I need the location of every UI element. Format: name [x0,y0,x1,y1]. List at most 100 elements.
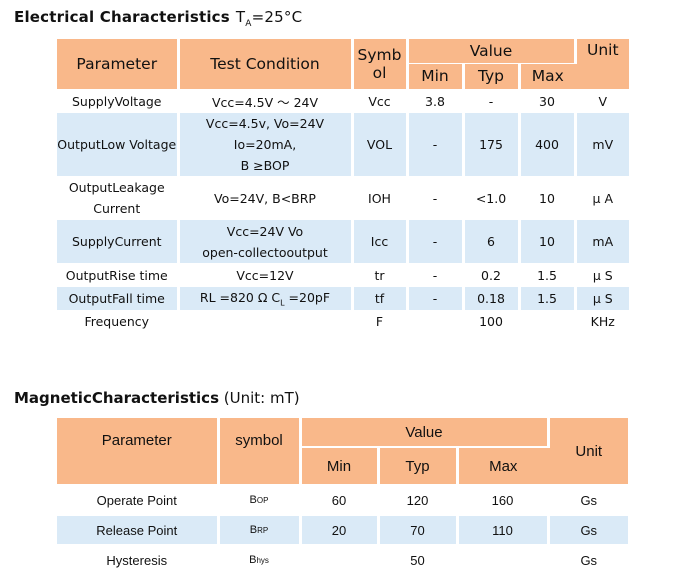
table-row: OutputRise time Vcc=12V tr - 0.2 1.5 μ S [57,263,630,287]
min-cell: - [407,286,465,311]
electrical-title-text: Electrical Characteristics [14,8,230,26]
parameter-cell: OutputLow Voltage [57,112,180,177]
max-cell: 10 [519,219,577,264]
table-header-row: Parameter Test Condition Symb ol Value Un… [57,39,630,90]
unit-cell: mV [575,112,630,177]
table-subheader-row: Min Typ Max [57,447,628,486]
unit-cell: μ S [575,263,630,287]
parameter-cell: Frequency [57,310,180,333]
header-unit: Unit [548,418,628,486]
header-max: Max [519,63,576,91]
table-header-row: Parameter symbol Value Unit [57,418,628,486]
max-cell: 1.5 [519,286,577,311]
parameter-cell: Release Point [57,515,220,546]
parameter-cell: SupplyCurrent [57,219,180,264]
unit-cell: μ A [575,176,630,220]
unit-cell: Gs [548,545,628,576]
condition-cell: Vo=24V, B<BRP [178,176,354,220]
min-cell [300,545,380,576]
magnetic-characteristics-table: Parameter symbol Value Unit Min Typ Max … [57,418,628,576]
typ-cell: 0.18 [463,286,521,311]
max-cell: 1.5 [519,263,577,287]
condition-cell: RL =820 Ω CL =20pF [178,286,354,311]
header-value: Value [407,39,577,64]
unit-cell: Gs [548,485,628,516]
unit-cell: mA [575,219,630,264]
table-row: OutputLeakage Current Vo=24V, B<BRP IOH -… [57,176,630,220]
max-cell: 10 [519,176,577,220]
min-cell: - [407,176,465,220]
condition-cell: Vcc=12V [178,263,354,287]
typ-cell: 50 [378,545,459,576]
unit-cell: KHz [575,310,630,333]
max-cell [457,545,550,576]
typ-cell: 100 [463,310,521,333]
symbol-cell: VOL [352,112,409,177]
max-cell [519,310,577,333]
table-row: Hysteresis Bhys 50 Gs [57,545,628,576]
condition-cell: Vcc=4.5v, Vo=24V Io=20mA, B ≥BOP [178,112,354,177]
table-row: OutputLow Voltage Vcc=4.5v, Vo=24V Io=20m… [57,112,630,177]
parameter-cell: OutputRise time [57,263,180,287]
min-cell [407,310,465,333]
magnetic-unit-note: (Unit: mT) [219,389,300,407]
typ-cell: <1.0 [463,176,521,220]
header-typ: Typ [378,447,459,486]
condition-cell: Vcc=4.5V ～ 24V [178,89,354,113]
table-row: Operate Point BOP 60 120 160 Gs [57,485,628,516]
symbol-cell: F [352,310,409,333]
header-unit: Unit [575,39,630,90]
symbol-cell: Vcc [352,89,409,113]
min-cell: - [407,112,465,177]
max-cell: 110 [457,515,550,546]
parameter-cell: OutputLeakage Current [57,176,180,220]
max-cell: 400 [519,112,577,177]
min-cell: 20 [300,515,380,546]
parameter-cell: Hysteresis [57,545,220,576]
unit-cell: Gs [548,515,628,546]
header-min: Min [407,63,465,91]
header-parameter: Parameter [57,418,220,486]
unit-cell: μ S [575,286,630,311]
electrical-characteristics-title: Electrical Characteristics TA=25°C [14,8,302,29]
magnetic-characteristics-title: MagneticCharacteristics (Unit: mT) [14,389,300,407]
parameter-cell: OutputFall time [57,286,180,311]
header-symbol: Symb ol [352,39,409,90]
symbol-cell: tf [352,286,409,311]
symbol-cell: BOP [218,485,302,516]
symbol-cell: Bhys [218,545,302,576]
symbol-cell: IOH [352,176,409,220]
unit-cell: V [575,89,630,113]
typ-cell: 175 [463,112,521,177]
header-min: Min [300,447,380,486]
condition-cell: Vcc=24V Vo open-collectooutput [178,219,354,264]
table-row: OutputFall time RL =820 Ω CL =20pF tf - … [57,286,630,311]
header-test-condition: Test Condition [178,39,354,90]
header-symbol: symbol [218,418,302,486]
min-cell: 3.8 [407,89,465,113]
typ-cell: 120 [378,485,459,516]
header-typ: Typ [463,63,521,91]
table-row: SupplyVoltage Vcc=4.5V ～ 24V Vcc 3.8 - 3… [57,89,630,113]
min-cell: 60 [300,485,380,516]
typ-cell: 70 [378,515,459,546]
magnetic-title-text: MagneticCharacteristics [14,389,220,407]
symbol-cell: Icc [352,219,409,264]
temperature-condition: TA=25°C [235,8,303,29]
typ-cell: 6 [463,219,521,264]
table-subheader-row: Min Typ Max [57,63,629,91]
header-parameter: Parameter [57,39,180,90]
parameter-cell: SupplyVoltage [57,89,180,113]
min-cell: - [407,263,465,287]
min-cell: - [407,219,465,264]
max-cell: 30 [519,89,577,113]
electrical-characteristics-table: Parameter Test Condition Symb ol Value Un… [57,39,630,333]
typ-cell: 0.2 [463,263,521,287]
header-value: Value [300,418,550,449]
table-row: Frequency F 100 KHz [57,310,630,333]
parameter-cell: Operate Point [57,485,220,516]
typ-cell: - [463,89,521,113]
table-row: Release Point BRP 20 70 110 Gs [57,515,628,546]
header-max: Max [457,447,548,486]
condition-cell [178,310,354,333]
